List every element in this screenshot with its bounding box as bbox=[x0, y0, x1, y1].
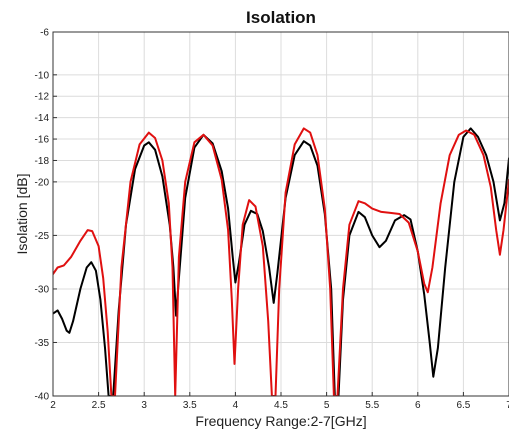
x-tick-label: 4 bbox=[233, 400, 239, 411]
y-tick-label: -6 bbox=[40, 28, 49, 39]
y-tick-label: -25 bbox=[35, 231, 50, 242]
y-tick-label: -20 bbox=[35, 177, 50, 188]
y-tick-label: -12 bbox=[35, 92, 50, 103]
x-tick-label: 2 bbox=[50, 400, 56, 411]
x-tick-label: 6 bbox=[415, 400, 421, 411]
y-tick-label: -30 bbox=[35, 284, 50, 295]
x-tick-label: 2.5 bbox=[92, 400, 106, 411]
x-tick-label: 6.5 bbox=[456, 400, 470, 411]
y-tick-label: -16 bbox=[35, 135, 50, 146]
y-tick-label: -14 bbox=[35, 113, 50, 124]
series-line-1 bbox=[53, 127, 509, 396]
chart-title: Isolation bbox=[246, 8, 316, 27]
y-axis-label: Isolation [dB] bbox=[14, 174, 30, 255]
series-line-2 bbox=[53, 127, 509, 396]
series-group bbox=[53, 127, 509, 396]
x-tick-label: 7 bbox=[506, 400, 509, 411]
ticks: 2 2.5 3 3.5 4 4.5 5 5.5 6 6.5 7 -6 -10 -12 -14 -16 -18 -2… bbox=[35, 28, 509, 411]
x-tick-label: 3 bbox=[141, 400, 147, 411]
x-axis-label: Frequency Range:2-7[GHz] bbox=[195, 413, 366, 429]
x-tick-label: 3.5 bbox=[183, 400, 197, 411]
y-tick-label: -10 bbox=[35, 70, 50, 81]
y-tick-label: -18 bbox=[35, 156, 50, 167]
y-tick-label: -40 bbox=[35, 392, 50, 403]
x-tick-label: 4.5 bbox=[274, 400, 288, 411]
x-tick-label: 5 bbox=[324, 400, 330, 411]
y-tick-label: -35 bbox=[35, 338, 50, 349]
x-tick-label: 5.5 bbox=[365, 400, 379, 411]
grid bbox=[52, 31, 509, 397]
